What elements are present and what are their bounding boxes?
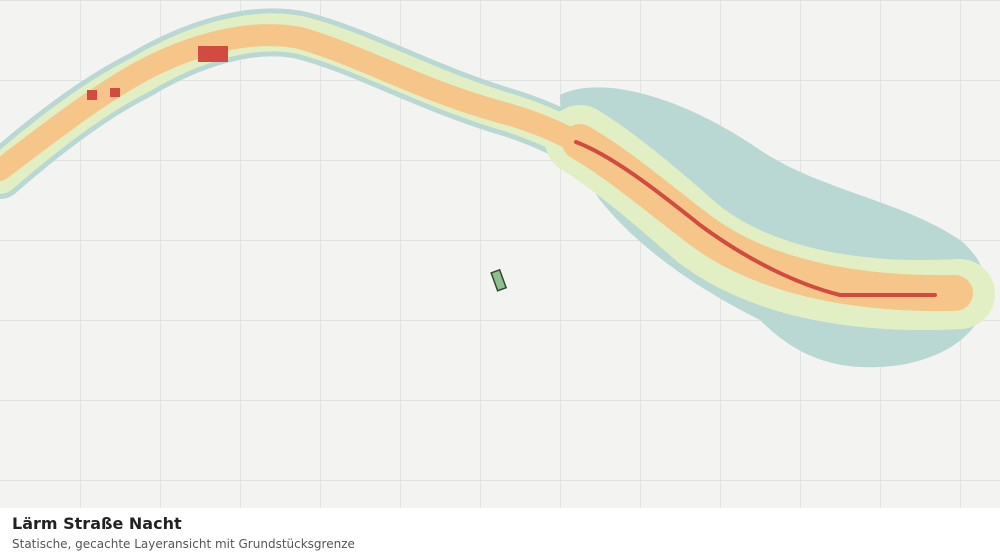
layer-title: Lärm Straße Nacht xyxy=(12,514,182,533)
noise-hotspot xyxy=(87,90,97,100)
noise-layer xyxy=(0,8,995,368)
map-view[interactable] xyxy=(0,0,1000,508)
noise-zone-65 xyxy=(574,140,937,297)
layer-subtitle: Statische, gecachte Layeransicht mit Gru… xyxy=(12,537,355,551)
footer: Lärm Straße Nacht Statische, gecachte La… xyxy=(0,508,1000,560)
noise-hotspot xyxy=(110,88,120,97)
parcel-boundary[interactable] xyxy=(490,268,508,292)
noise-hotspot xyxy=(198,46,228,62)
noise-zone-55-wide xyxy=(562,124,973,312)
